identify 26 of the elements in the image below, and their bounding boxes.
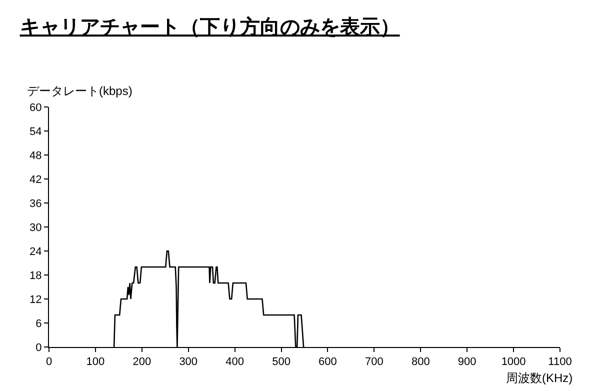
x-axis-title: 周波数(KHz) (506, 371, 573, 385)
x-tick-label: 500 (272, 356, 290, 368)
x-tick-label: 600 (318, 356, 337, 368)
x-tick-label: 700 (365, 356, 384, 368)
y-tick-label: 6 (36, 318, 42, 330)
x-tick-label: 1000 (501, 356, 526, 368)
x-tick-label: 900 (458, 356, 476, 368)
y-tick-label: 60 (30, 102, 42, 114)
y-tick-label: 12 (30, 294, 42, 306)
x-tick-label: 800 (411, 356, 430, 368)
x-tick-label: 0 (46, 356, 52, 368)
y-tick-label: 0 (36, 342, 42, 354)
x-tick-label: 1100 (548, 356, 572, 368)
y-tick-label: 48 (30, 150, 42, 162)
x-tick-label: 300 (179, 356, 198, 368)
y-tick-label: 24 (30, 246, 42, 258)
x-tick-label: 100 (86, 356, 105, 368)
y-axis-title: データレート(kbps) (27, 84, 132, 98)
y-tick-label: 36 (30, 198, 42, 210)
y-tick-label: 30 (30, 222, 42, 234)
y-tick-label: 18 (30, 270, 42, 282)
y-tick-label: 42 (30, 174, 42, 186)
x-tick-label: 400 (226, 356, 244, 368)
x-tick-label: 200 (132, 356, 152, 368)
y-tick-label: 54 (30, 126, 42, 138)
chart-title: キャリアチャート（下り方向のみを表示） (20, 16, 400, 39)
